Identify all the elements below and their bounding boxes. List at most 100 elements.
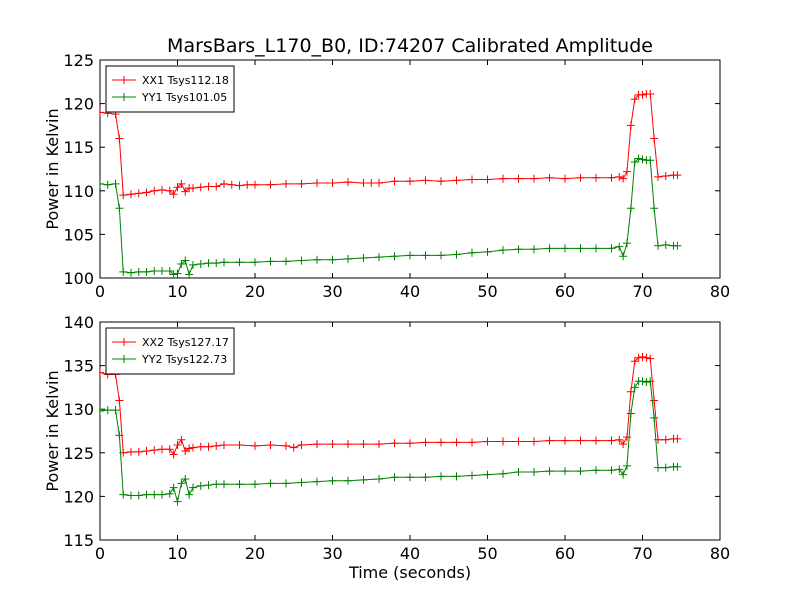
legend-marker [120, 338, 128, 346]
data-point-marker [654, 463, 662, 472]
y-tick-label: 115 [63, 138, 94, 157]
data-point-marker [607, 436, 616, 445]
data-point-marker [661, 240, 670, 249]
data-point-marker [499, 469, 507, 478]
data-point-marker [328, 255, 337, 264]
y-tick-label: 140 [63, 313, 94, 332]
legend-box [105, 65, 235, 113]
chart-panel-1: 0 10 20 30 40 50 60 70 80 100 105 110 115 120 125 MarsB… [43, 35, 730, 301]
series-2 [100, 154, 682, 278]
data-point-marker [673, 434, 682, 443]
data-point-marker [127, 190, 135, 199]
data-point-marker [630, 95, 639, 104]
data-point-marker [592, 244, 600, 253]
data-point-marker [615, 465, 624, 474]
y-tick-label: 120 [63, 487, 94, 506]
data-point-marker [607, 244, 616, 253]
data-point-marker [483, 437, 492, 446]
data-point-marker [251, 441, 259, 450]
data-point-marker [359, 178, 368, 187]
data-point-marker [181, 256, 190, 265]
data-point-marker [390, 177, 399, 186]
data-point-marker [530, 437, 538, 446]
data-point-marker [661, 171, 670, 180]
data-point-marker [421, 251, 430, 260]
data-point-marker [619, 470, 628, 479]
data-point-marker [654, 241, 662, 250]
data-point-marker [266, 479, 275, 488]
data-point-marker [468, 471, 476, 480]
data-point-marker [282, 479, 290, 488]
data-point-marker [421, 438, 430, 447]
data-point-marker [623, 167, 631, 176]
data-point-marker [282, 179, 290, 188]
x-tick-label: 30 [322, 282, 342, 301]
data-point-marker [630, 357, 639, 366]
data-point-marker [243, 180, 252, 189]
data-point-marker [134, 267, 143, 276]
legend-entry: XX1 Tsys112.18 [142, 74, 229, 87]
data-point-marker [111, 406, 120, 415]
data-point-marker [196, 481, 205, 490]
x-tick-label: 30 [322, 544, 342, 563]
legend-entry: YY1 Tsys101.05 [141, 91, 227, 104]
data-point-marker [607, 173, 616, 182]
legend-box [105, 327, 235, 375]
data-point-marker [499, 437, 507, 446]
data-point-marker [576, 467, 585, 476]
data-point-marker [189, 443, 197, 452]
series-2 [100, 377, 682, 506]
data-point-marker [375, 474, 383, 483]
data-point-marker [103, 406, 112, 415]
data-point-marker [646, 354, 655, 363]
data-point-marker [169, 270, 178, 278]
legend-entry: XX2 Tsys127.17 [142, 336, 229, 349]
data-point-marker [468, 175, 476, 184]
data-point-marker [251, 258, 259, 267]
x-tick-label: 40 [400, 544, 420, 563]
data-point-marker [390, 439, 399, 448]
data-point-marker [576, 173, 585, 182]
data-point-marker [235, 181, 244, 190]
data-point-marker [650, 134, 659, 143]
x-axis-label: Time (seconds) [348, 563, 471, 582]
data-point-marker [654, 172, 662, 181]
data-point-marker [150, 267, 159, 276]
data-point-marker [359, 440, 368, 449]
data-point-marker [630, 158, 639, 167]
data-point-marker [661, 463, 670, 472]
data-point-marker [127, 268, 135, 277]
data-point-marker [204, 259, 213, 268]
y-axis-label: Power in Kelvin [43, 108, 62, 229]
chart-title: MarsBars_L170_B0, ID:74207 Calibrated Am… [167, 35, 653, 57]
data-point-marker [115, 134, 124, 143]
data-point-marker [119, 267, 128, 276]
x-tick-label: 70 [632, 282, 652, 301]
x-tick-label: 20 [245, 282, 265, 301]
data-point-marker [375, 178, 383, 187]
data-point-marker [638, 155, 647, 164]
data-point-marker [406, 251, 414, 260]
legend-marker [120, 76, 128, 84]
data-point-marker [212, 182, 221, 191]
data-point-marker [619, 174, 628, 183]
data-point-marker [452, 472, 461, 481]
x-tick-label: 50 [477, 544, 497, 563]
x-tick-label: 60 [555, 282, 575, 301]
y-tick-label: 135 [63, 357, 94, 376]
data-point-marker [623, 239, 631, 248]
data-point-marker [626, 409, 635, 418]
data-point-marker [344, 476, 352, 485]
data-point-marker [181, 474, 190, 483]
x-tick-label: 50 [477, 282, 497, 301]
data-point-marker [437, 177, 445, 186]
data-point-marker [220, 258, 228, 267]
data-point-marker [313, 477, 321, 486]
data-point-marker [592, 466, 600, 475]
data-point-marker [204, 481, 213, 490]
data-point-marker [607, 466, 616, 475]
data-point-marker [100, 406, 104, 415]
data-point-marker [623, 461, 631, 470]
data-point-marker [642, 353, 651, 362]
